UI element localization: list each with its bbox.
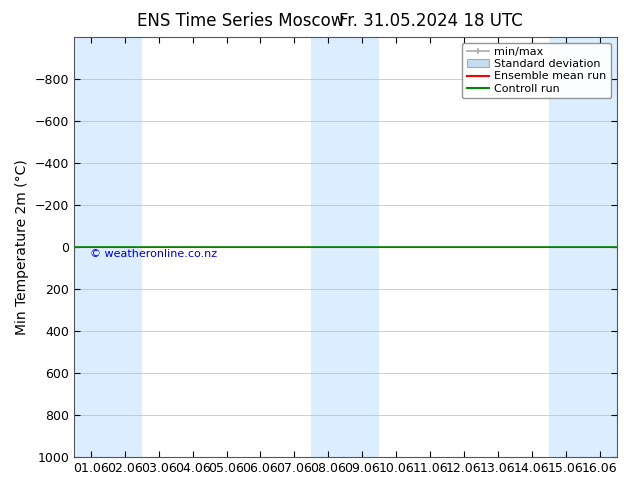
Text: © weatheronline.co.nz: © weatheronline.co.nz: [90, 249, 217, 259]
Bar: [548, 37, 583, 457]
Bar: [108, 37, 142, 457]
Y-axis label: Min Temperature 2m (°C): Min Temperature 2m (°C): [15, 159, 29, 335]
Bar: [346, 37, 379, 457]
Bar: [311, 37, 346, 457]
Bar: [583, 37, 616, 457]
Text: ENS Time Series Moscow: ENS Time Series Moscow: [137, 12, 345, 30]
Legend: min/max, Standard deviation, Ensemble mean run, Controll run: min/max, Standard deviation, Ensemble me…: [462, 43, 611, 98]
Text: Fr. 31.05.2024 18 UTC: Fr. 31.05.2024 18 UTC: [339, 12, 523, 30]
Bar: [74, 37, 108, 457]
